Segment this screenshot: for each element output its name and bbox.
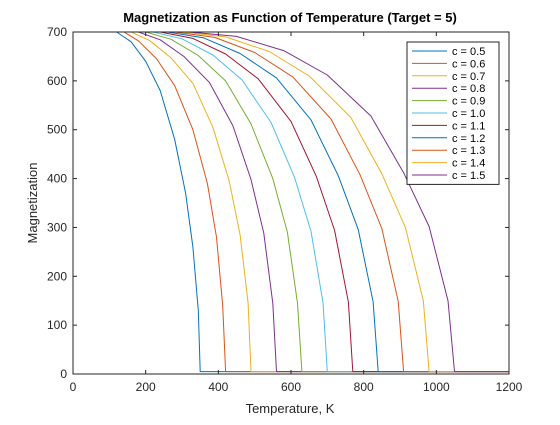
x-tick-label: 600 bbox=[281, 380, 301, 394]
chart-title: Magnetization as Function of Temperature… bbox=[123, 10, 457, 25]
legend-entry-9: c = 1.3 bbox=[452, 145, 485, 157]
legend-entry-3: c = 0.7 bbox=[452, 71, 485, 83]
legend-entry-10: c = 1.4 bbox=[452, 158, 485, 170]
x-tick-label: 1000 bbox=[423, 380, 450, 394]
y-tick-label: 300 bbox=[47, 220, 67, 234]
series-line-2 bbox=[73, 31, 509, 373]
series-line-7 bbox=[73, 31, 509, 373]
y-tick-label: 100 bbox=[47, 318, 67, 332]
series-line-10 bbox=[73, 31, 509, 373]
series-line-6 bbox=[73, 31, 509, 373]
x-tick-label: 800 bbox=[354, 380, 374, 394]
series-line-3 bbox=[73, 31, 509, 373]
y-tick-label: 500 bbox=[47, 123, 67, 137]
series-line-11 bbox=[73, 31, 509, 373]
series-line-5 bbox=[73, 31, 509, 373]
legend: c = 0.5c = 0.6c = 0.7c = 0.8c = 0.9c = 1… bbox=[406, 41, 500, 185]
y-axis-label: Magnetization bbox=[25, 163, 40, 244]
y-tick-label: 400 bbox=[47, 172, 67, 186]
series-line-1 bbox=[73, 31, 509, 373]
y-tick-label: 700 bbox=[47, 25, 67, 39]
legend-entry-6: c = 1.0 bbox=[452, 108, 485, 120]
legend-entry-11: c = 1.5 bbox=[452, 170, 485, 182]
y-tick-label: 0 bbox=[60, 367, 67, 381]
legend-entry-7: c = 1.1 bbox=[452, 120, 485, 132]
x-tick-label: 400 bbox=[208, 380, 228, 394]
series-line-4 bbox=[73, 31, 509, 373]
plot-area: 0 200 400 600 800 1000 1200 0 100 200 300 400 500 600… bbox=[47, 25, 523, 394]
legend-entry-8: c = 1.2 bbox=[452, 133, 485, 145]
series-line-8 bbox=[73, 31, 509, 373]
x-tick-label: 1200 bbox=[496, 380, 523, 394]
legend-entry-5: c = 0.9 bbox=[452, 96, 485, 108]
legend-entry-2: c = 0.6 bbox=[452, 58, 485, 70]
series-line-9 bbox=[73, 31, 509, 373]
x-axis-label: Temperature, K bbox=[246, 401, 335, 416]
y-tick-label: 600 bbox=[47, 74, 67, 88]
legend-entry-4: c = 0.8 bbox=[452, 83, 485, 95]
x-tick-label: 200 bbox=[136, 380, 156, 394]
y-tick-label: 200 bbox=[47, 269, 67, 283]
legend-entry-1: c = 0.5 bbox=[452, 46, 485, 58]
x-tick-label: 0 bbox=[70, 380, 77, 394]
